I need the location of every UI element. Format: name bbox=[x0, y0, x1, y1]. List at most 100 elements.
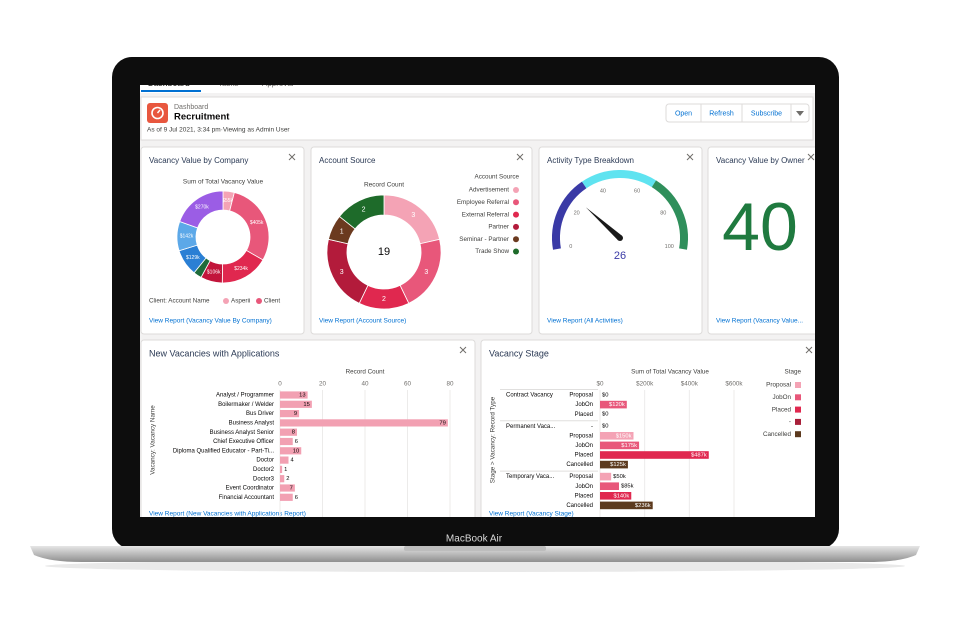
slice-label: $270k bbox=[195, 204, 209, 210]
chart-subtitle: Sum of Total Vacancy Value bbox=[183, 179, 264, 186]
legend-label: Client bbox=[264, 298, 280, 305]
expand-icon[interactable] bbox=[805, 346, 813, 354]
view-report-link[interactable]: View Report (Vacancy Value... bbox=[716, 318, 803, 325]
legend-swatch bbox=[795, 394, 801, 401]
slice-label: 2 bbox=[382, 296, 386, 303]
y-axis-title: Vacancy: Vacancy Name bbox=[150, 405, 157, 475]
button-group bbox=[665, 103, 810, 123]
x-tick-label: 60 bbox=[404, 381, 412, 388]
legend-swatch bbox=[513, 223, 519, 230]
icon-glyph bbox=[151, 106, 164, 120]
card-title: Vacancy Stage bbox=[489, 348, 549, 358]
gauge-tick-label: 100 bbox=[665, 244, 674, 250]
card bbox=[140, 146, 305, 335]
expand-icon[interactable] bbox=[686, 153, 694, 161]
gauge-band bbox=[651, 180, 688, 250]
gauge-tick-label: 0 bbox=[569, 244, 572, 250]
bar bbox=[600, 501, 653, 510]
card-title: Account Source bbox=[319, 156, 376, 165]
button[interactable]: Open bbox=[675, 110, 692, 117]
device-label: MacBook Air bbox=[446, 534, 503, 545]
bar bbox=[280, 391, 308, 399]
bar-value-label: 13 bbox=[299, 393, 305, 399]
stage-label: Placed bbox=[575, 412, 593, 418]
stage-label: Cancelled bbox=[566, 462, 593, 468]
screen: Dashboard Tasks Approval Dashboard Recru… bbox=[140, 79, 815, 518]
bar-value-label: $125k bbox=[610, 462, 626, 468]
shadow bbox=[45, 560, 905, 572]
tab[interactable]: Dashboard bbox=[148, 79, 190, 88]
bar bbox=[600, 482, 619, 490]
header-meta: As of 9 Jul 2021, 3:34 pm·Viewing as Adm… bbox=[147, 127, 290, 134]
stage-label: Proposal bbox=[569, 433, 593, 439]
x-tick-label: $200k bbox=[636, 381, 654, 388]
legend-swatch bbox=[795, 406, 801, 413]
category-label: Diploma Qualified Educator - Part-Ti... bbox=[173, 448, 274, 454]
stage-label: JobOn bbox=[575, 402, 593, 408]
category-label: Business Analyst bbox=[229, 420, 275, 426]
tab[interactable]: Approval bbox=[262, 79, 294, 88]
category-label: Doctor3 bbox=[253, 476, 275, 482]
expand-icon[interactable] bbox=[807, 153, 815, 161]
legend-label: Asperii bbox=[231, 298, 250, 305]
stage-label: Cancelled bbox=[566, 503, 593, 509]
legend-label: Proposal bbox=[766, 382, 791, 389]
category-label: Bus Driver bbox=[246, 411, 274, 417]
button[interactable]: Refresh bbox=[709, 110, 734, 117]
slice-label: $106k bbox=[207, 270, 221, 276]
category-label: Event Coordinator bbox=[226, 486, 274, 492]
bar bbox=[280, 410, 300, 418]
button[interactable]: Subscribe bbox=[751, 110, 782, 117]
header-kicker: Dashboard bbox=[174, 104, 208, 111]
slice-label: $55k bbox=[222, 198, 233, 204]
bar-value-label: 4 bbox=[291, 458, 295, 464]
slice-label: 1 bbox=[340, 228, 344, 235]
bar-value-label: $175k bbox=[621, 443, 637, 449]
category-label: Doctor bbox=[256, 458, 274, 464]
bar bbox=[600, 472, 612, 481]
tab[interactable]: Tasks bbox=[218, 79, 238, 88]
expand-icon[interactable] bbox=[459, 346, 467, 354]
view-report-link[interactable]: View Report (Vacancy Value By Company) bbox=[149, 318, 272, 325]
bar bbox=[600, 492, 632, 500]
category-label: Boilermaker / Welder bbox=[218, 402, 274, 408]
legend-swatch bbox=[513, 211, 519, 218]
metric-value: 40 bbox=[722, 189, 798, 265]
gauge-tick-label: 20 bbox=[574, 210, 580, 216]
stage-label: - bbox=[591, 424, 593, 430]
bar bbox=[280, 400, 312, 408]
view-report-link[interactable]: View Report (All Activities) bbox=[547, 318, 623, 325]
card bbox=[707, 146, 815, 335]
expand-icon[interactable] bbox=[288, 153, 296, 161]
legend-swatch bbox=[513, 236, 519, 243]
slice-label: $234k bbox=[234, 266, 248, 272]
x-tick-label: $0 bbox=[596, 381, 604, 388]
x-tick-label: 0 bbox=[278, 381, 282, 388]
slice-label: 3 bbox=[340, 269, 344, 276]
bar-value-label: $487k bbox=[691, 453, 707, 459]
donut-total: 19 bbox=[378, 246, 390, 258]
tab-bar bbox=[140, 85, 815, 93]
gauge-tick-label: 40 bbox=[600, 188, 606, 194]
legend-swatch bbox=[513, 248, 519, 255]
card-title: Vacancy Value by Company bbox=[149, 156, 248, 165]
needle-hub bbox=[617, 235, 623, 241]
legend-label: Partner bbox=[488, 224, 509, 231]
slice-label: $405k bbox=[250, 220, 264, 226]
bar bbox=[280, 493, 293, 501]
bar-value-label: $0 bbox=[602, 424, 608, 430]
dropdown-button[interactable] bbox=[796, 111, 804, 116]
category-label: Business Analyst Senior bbox=[210, 430, 274, 436]
stage-label: JobOn bbox=[575, 443, 593, 449]
gauge-needle bbox=[585, 207, 623, 241]
view-report-link[interactable]: View Report (Account Source) bbox=[319, 318, 406, 325]
gauge-tick-label: 60 bbox=[634, 188, 640, 194]
x-axis-title: Sum of Total Vacancy Value bbox=[631, 369, 709, 376]
expand-icon[interactable] bbox=[516, 153, 524, 161]
bar bbox=[280, 447, 302, 455]
view-report-link[interactable]: View Report (New Vacancies with Applicat… bbox=[149, 511, 306, 518]
card bbox=[140, 339, 476, 517]
slice-label: $142k bbox=[180, 234, 194, 240]
view-report-link[interactable]: View Report (Vacancy Stage) bbox=[489, 511, 574, 518]
